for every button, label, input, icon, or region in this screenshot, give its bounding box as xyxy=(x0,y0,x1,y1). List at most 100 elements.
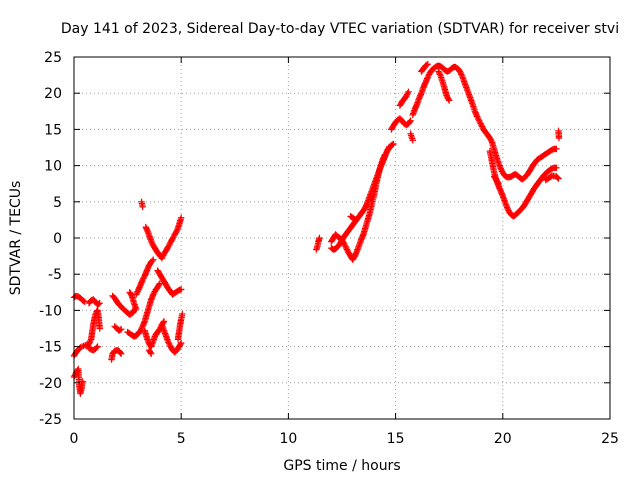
data-point xyxy=(94,343,101,350)
series-arc35 xyxy=(555,127,563,142)
data-point xyxy=(488,137,495,145)
series-arc34 xyxy=(542,172,562,184)
y-tick-label: -10 xyxy=(39,303,62,319)
data-point xyxy=(475,116,482,123)
data-point xyxy=(138,326,145,333)
data-point xyxy=(150,256,157,263)
data-point xyxy=(390,140,397,148)
data-point xyxy=(350,215,357,222)
data-point xyxy=(473,113,481,120)
data-point xyxy=(169,235,176,242)
data-point xyxy=(456,68,464,75)
data-point xyxy=(423,61,430,69)
series-arc17 xyxy=(154,267,185,298)
series-arc21 xyxy=(313,234,323,253)
series-arc2 xyxy=(70,292,88,305)
data-point xyxy=(478,123,486,130)
x-tick-label: 25 xyxy=(601,431,619,447)
data-point xyxy=(476,117,483,124)
data-point xyxy=(150,291,157,298)
x-tick-label: 10 xyxy=(279,431,297,447)
data-point xyxy=(118,326,125,333)
data-point xyxy=(158,255,166,262)
data-point xyxy=(355,243,362,250)
data-point xyxy=(498,166,505,174)
data-point xyxy=(118,350,125,357)
data-point xyxy=(467,95,474,103)
data-point xyxy=(156,280,163,287)
data-point xyxy=(458,71,465,78)
x-tick-labels: 0 5 10 15 20 25 xyxy=(70,431,619,447)
series-arc24 xyxy=(347,213,359,223)
data-point xyxy=(403,91,411,98)
data-point xyxy=(457,69,464,77)
data-point xyxy=(555,175,562,182)
data-point xyxy=(117,349,124,357)
data-point xyxy=(343,246,351,253)
series-arc25 xyxy=(383,140,397,155)
data-point xyxy=(486,134,494,142)
data-point xyxy=(133,291,140,298)
data-marks xyxy=(70,61,563,397)
data-point xyxy=(116,326,124,334)
data-point xyxy=(148,350,155,357)
axis-ticks xyxy=(73,56,611,420)
series-arc7 xyxy=(108,347,125,363)
data-point xyxy=(341,242,349,249)
data-point xyxy=(342,243,349,250)
x-tick-label: 5 xyxy=(177,431,186,447)
data-point xyxy=(165,339,172,346)
data-point xyxy=(405,88,412,95)
data-point xyxy=(554,174,561,181)
series-arc30 xyxy=(418,61,431,75)
data-point xyxy=(170,234,177,241)
data-point xyxy=(133,289,141,297)
data-point xyxy=(165,340,173,347)
data-point xyxy=(165,242,173,249)
x-axis-label: GPS time / hours xyxy=(283,458,400,474)
series-arc28 xyxy=(407,130,416,144)
data-point xyxy=(407,117,414,124)
y-tick-label: 10 xyxy=(44,159,62,175)
y-axis-label: SDTVAR / TECUs xyxy=(8,181,24,296)
series-arc10 xyxy=(124,280,163,340)
y-tick-label: -15 xyxy=(39,340,62,356)
data-point xyxy=(178,214,185,221)
y-tick-labels: -25 -20 -15 -10 -5 0 5 10 15 20 25 xyxy=(39,50,62,428)
data-point xyxy=(424,61,431,68)
data-point xyxy=(177,341,184,348)
data-point xyxy=(351,216,359,223)
data-point xyxy=(165,243,172,250)
series-arc13 xyxy=(138,198,146,211)
data-point xyxy=(160,318,168,325)
data-point xyxy=(436,71,444,78)
data-point xyxy=(504,205,511,213)
data-point xyxy=(79,378,86,385)
data-point xyxy=(424,74,431,81)
series-arc12 xyxy=(133,256,157,298)
data-point xyxy=(93,344,100,351)
y-tick-label: 20 xyxy=(44,86,62,102)
data-point xyxy=(179,310,186,318)
data-point xyxy=(487,136,494,143)
data-point xyxy=(133,305,140,313)
y-tick-label: -20 xyxy=(39,376,62,392)
data-point xyxy=(478,121,485,129)
y-tick-label: -25 xyxy=(39,412,62,428)
data-point xyxy=(389,141,396,148)
series-arc14 xyxy=(142,223,164,260)
data-point xyxy=(87,337,94,344)
data-point xyxy=(147,349,154,356)
data-point xyxy=(425,72,432,79)
data-point xyxy=(446,97,453,104)
series-arc15 xyxy=(141,318,168,350)
x-tick-label: 15 xyxy=(387,431,405,447)
data-point xyxy=(80,297,87,305)
data-point xyxy=(343,244,350,252)
data-point xyxy=(409,137,416,144)
series-arc4 xyxy=(85,296,103,308)
data-point xyxy=(406,118,414,125)
data-point xyxy=(404,90,411,97)
data-point xyxy=(555,134,563,142)
